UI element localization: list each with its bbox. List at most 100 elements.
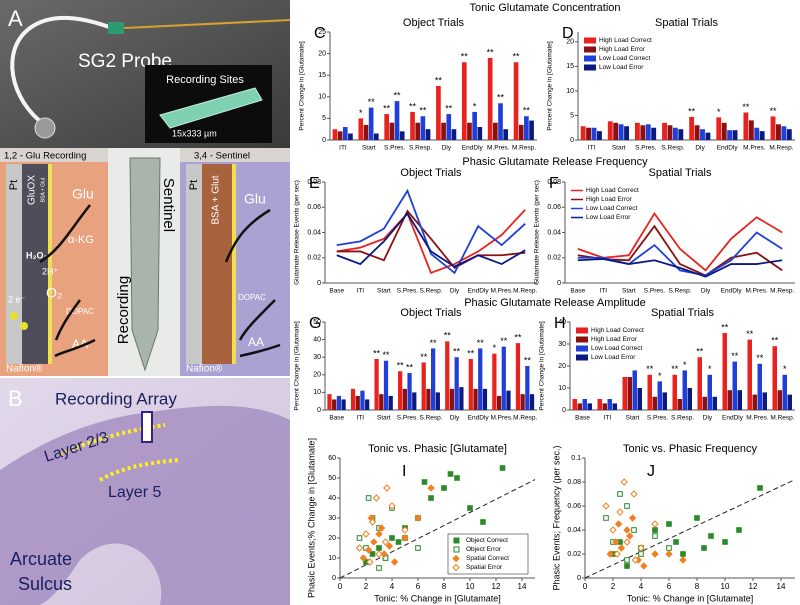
point bbox=[652, 527, 658, 533]
bar bbox=[727, 390, 732, 410]
legend-label: Low Load Correct bbox=[591, 345, 642, 352]
bar bbox=[613, 122, 619, 140]
bar bbox=[388, 395, 393, 410]
legend-swatch bbox=[584, 64, 596, 71]
chart-title: Spatial Trials bbox=[651, 307, 714, 319]
y-tick-label: 10 bbox=[558, 385, 566, 392]
legend-label: High Load Error bbox=[599, 46, 646, 53]
legend-box bbox=[447, 533, 529, 575]
bar bbox=[332, 399, 337, 410]
point bbox=[631, 527, 637, 533]
x-tick-label: S.Pres. bbox=[397, 415, 419, 422]
x-tick-label: S.Resp. bbox=[661, 145, 684, 152]
bar bbox=[597, 399, 602, 410]
bar bbox=[602, 403, 607, 410]
bar bbox=[513, 62, 519, 140]
legend-swatch bbox=[584, 55, 596, 62]
label: Nafion® bbox=[186, 364, 223, 375]
point bbox=[616, 508, 624, 516]
point bbox=[631, 556, 640, 564]
label: AA bbox=[248, 335, 264, 349]
legend-swatch bbox=[452, 554, 460, 563]
bar bbox=[786, 129, 792, 140]
electron bbox=[20, 322, 28, 330]
bar bbox=[503, 129, 509, 140]
chart-title: Object Trials bbox=[403, 17, 465, 29]
bar bbox=[577, 403, 582, 410]
x-tick-label: 12 bbox=[749, 582, 758, 591]
bar bbox=[365, 399, 370, 410]
tissue bbox=[0, 405, 290, 605]
legend-label: Spatial Correct bbox=[466, 555, 509, 562]
legend-label: Object Error bbox=[466, 546, 502, 553]
bar bbox=[518, 124, 524, 140]
panel-a: A SG2 Probe Recording Sites 15x333 µm bbox=[0, 0, 291, 148]
x-tick-label: 8 bbox=[695, 582, 700, 591]
significance: * bbox=[708, 364, 712, 374]
significance: ** bbox=[397, 361, 405, 371]
legend-label: High Load Error bbox=[586, 196, 633, 203]
line bbox=[336, 209, 526, 275]
panel-letter: C bbox=[314, 25, 326, 42]
significance: ** bbox=[746, 329, 754, 339]
line bbox=[336, 212, 526, 268]
bar bbox=[459, 387, 464, 410]
point bbox=[708, 533, 714, 539]
legend-label: Spatial Error bbox=[466, 564, 503, 571]
x-tick-label: M.Pres. bbox=[745, 288, 768, 295]
section-title: Phasic Glutamate Release Frequency bbox=[462, 156, 648, 168]
x-axis-label: Tonic: % Change in [Glutamate] bbox=[374, 593, 501, 603]
bar bbox=[506, 390, 511, 410]
significance: ** bbox=[406, 362, 414, 372]
x-tick-label: M.Pres. bbox=[490, 415, 513, 422]
connector bbox=[34, 117, 56, 139]
point bbox=[630, 490, 638, 498]
bar bbox=[647, 374, 652, 410]
x-tick-label: EndDly bbox=[722, 415, 744, 422]
bar bbox=[705, 132, 711, 140]
x-tick-label: ITI bbox=[604, 415, 612, 422]
x-tick-label: Start bbox=[362, 145, 376, 152]
bar bbox=[425, 129, 431, 140]
significance: ** bbox=[513, 52, 521, 62]
x-tick-label: 0 bbox=[338, 582, 343, 591]
title-bar bbox=[180, 148, 290, 162]
bar bbox=[441, 122, 446, 140]
point bbox=[401, 534, 409, 542]
significance: ** bbox=[523, 106, 531, 116]
point bbox=[701, 545, 707, 551]
bar bbox=[672, 127, 678, 140]
bar bbox=[737, 390, 742, 410]
bar bbox=[398, 371, 403, 410]
y-tick-label: 5 bbox=[322, 115, 326, 122]
significance: * bbox=[683, 360, 687, 370]
significance: ** bbox=[514, 332, 522, 342]
point bbox=[480, 519, 486, 525]
label: Recording Array bbox=[55, 389, 177, 408]
x-tick-label: M.Pres. bbox=[490, 288, 513, 295]
bar bbox=[640, 125, 646, 140]
panel-letter: F bbox=[549, 175, 559, 192]
x-tick-label: Start bbox=[622, 288, 636, 295]
bar bbox=[394, 101, 400, 140]
y-tick-label: 0 bbox=[332, 575, 336, 582]
point bbox=[356, 535, 363, 541]
section-title: Tonic Glutamate Concentration bbox=[469, 2, 620, 14]
significance: ** bbox=[373, 348, 381, 358]
x-tick-label: S.Resp. bbox=[668, 288, 691, 295]
bar bbox=[782, 374, 787, 410]
x-tick-label: Base bbox=[329, 415, 344, 422]
bar bbox=[336, 395, 342, 410]
significance: ** bbox=[368, 97, 376, 107]
point bbox=[673, 539, 679, 545]
bar bbox=[721, 122, 727, 140]
y-axis-label: Phasic Events; Frequency (per sec.) bbox=[551, 445, 561, 590]
x-tick-label: S.Resp. bbox=[419, 415, 442, 422]
y-tick-label: 0 bbox=[570, 137, 574, 144]
significance: ** bbox=[771, 336, 779, 346]
bar bbox=[722, 333, 727, 410]
bar bbox=[341, 399, 346, 410]
point bbox=[624, 557, 630, 563]
point bbox=[383, 484, 391, 492]
point bbox=[603, 515, 609, 521]
